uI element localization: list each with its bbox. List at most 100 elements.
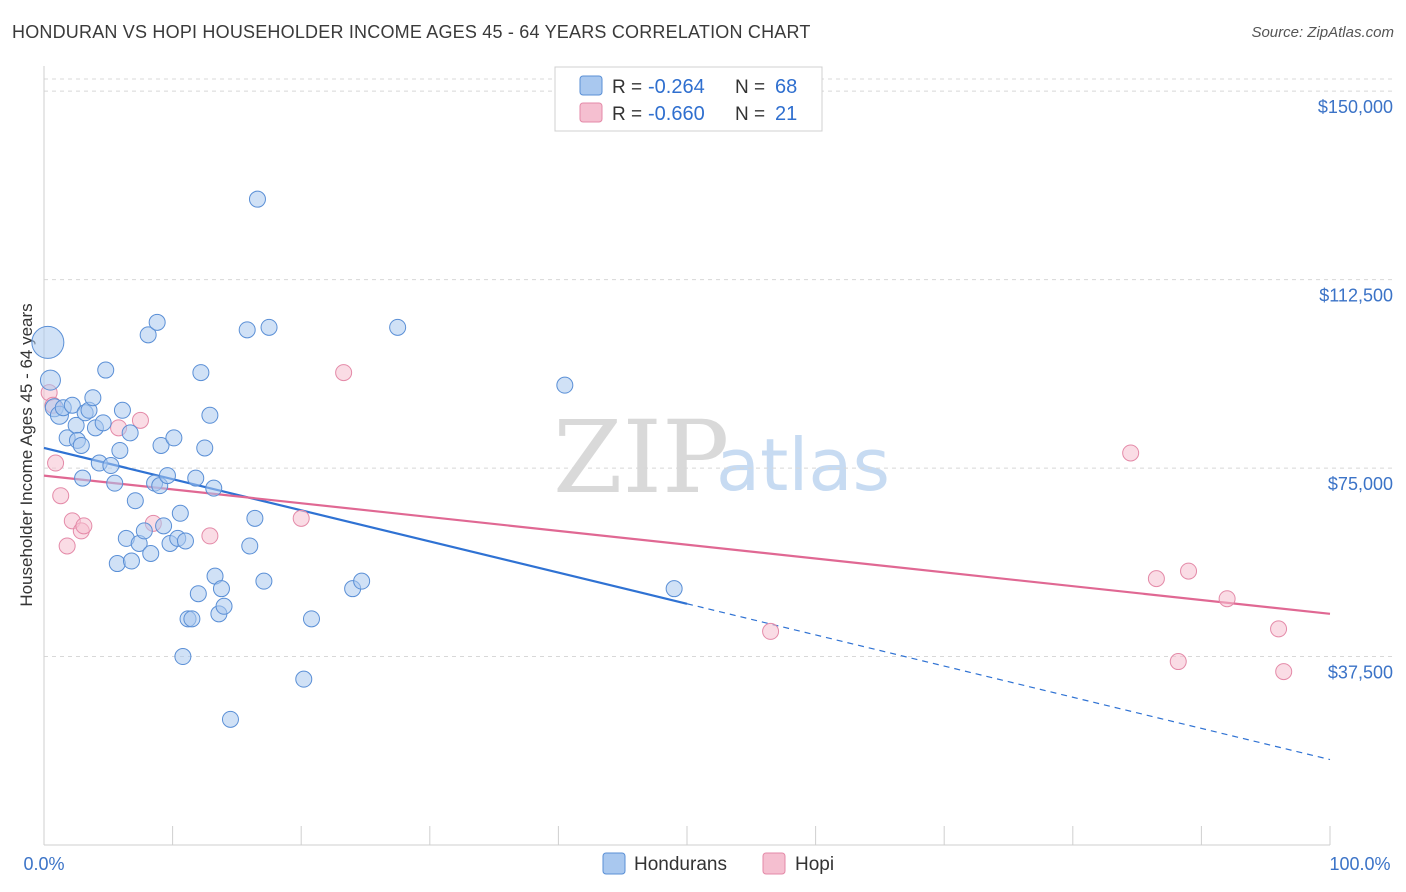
honduran-point: [196, 439, 214, 457]
honduran-point: [238, 321, 256, 339]
legend-n-label-hondurans: N =: [735, 77, 765, 98]
hopi-point: [52, 487, 70, 505]
honduran-points: [31, 190, 683, 728]
honduran-point: [665, 580, 683, 598]
bottom-legend-label-hopi: Hopi: [795, 854, 834, 875]
honduran-point: [135, 522, 153, 540]
honduran-trend-line: [43, 446, 688, 605]
honduran-point: [201, 406, 219, 424]
honduran-point: [102, 457, 120, 475]
hopi-point: [1147, 570, 1165, 588]
honduran-trend-extension: [686, 603, 1331, 761]
honduran-point: [212, 580, 230, 598]
honduran-point: [142, 545, 160, 563]
honduran-point: [205, 479, 223, 497]
honduran-point: [246, 509, 264, 527]
x-tick-label-min: 0.0%: [23, 854, 64, 874]
legend-r-label-hopi: R =: [612, 104, 642, 125]
honduran-point: [97, 361, 115, 379]
honduran-point: [63, 396, 81, 414]
honduran-point: [158, 467, 176, 485]
hopi-point: [335, 364, 353, 382]
bottom-legend-label-hondurans: Hondurans: [634, 854, 727, 875]
honduran-point: [255, 572, 273, 590]
hopi-point: [201, 527, 219, 545]
hopi-point: [1180, 562, 1198, 580]
series-legend: Hondurans Hopi: [602, 852, 834, 875]
bottom-legend-swatch-hopi: [762, 852, 786, 875]
honduran-point: [94, 414, 112, 432]
legend-n-value-hondurans: 68: [775, 76, 797, 98]
honduran-point: [165, 429, 183, 447]
honduran-point: [260, 318, 278, 336]
y-tick-labels: $37,500 $75,000 $112,500 $150,000: [1318, 97, 1393, 682]
honduran-point: [126, 492, 144, 510]
y-tick-label: $75,000: [1328, 474, 1393, 494]
x-ticks: [43, 826, 1331, 845]
honduran-point: [31, 325, 65, 359]
legend-n-label-hopi: N =: [735, 104, 765, 125]
hopi-point: [75, 517, 93, 535]
hopi-point: [58, 537, 76, 555]
trend-lines: [43, 446, 1331, 761]
honduran-point: [139, 326, 157, 344]
honduran-point: [187, 469, 205, 487]
y-tick-label: $112,500: [1319, 286, 1393, 306]
honduran-point: [148, 313, 166, 331]
legend-r-value-hondurans: -0.264: [648, 76, 705, 98]
honduran-point: [389, 318, 407, 336]
legend-r-value-hopi: -0.660: [648, 103, 705, 125]
honduran-point: [152, 436, 170, 454]
hopi-point: [131, 411, 149, 429]
y-axis-title: Householder Income Ages 45 - 64 years: [17, 303, 36, 606]
honduran-point: [122, 552, 140, 570]
honduran-point: [74, 469, 92, 487]
honduran-point: [192, 364, 210, 382]
honduran-point: [302, 610, 320, 628]
legend-n-value-hopi: 21: [775, 103, 797, 125]
hopi-point: [1218, 590, 1236, 608]
honduran-point: [39, 369, 61, 391]
hopi-point: [292, 509, 310, 527]
hopi-point: [1275, 663, 1293, 681]
watermark-zip: ZIP: [553, 399, 729, 516]
honduran-point: [215, 597, 233, 615]
honduran-point: [295, 670, 313, 688]
source-label: Source: ZipAtlas.com: [1251, 24, 1394, 41]
chart-title: HONDURAN VS HOPI HOUSEHOLDER INCOME AGES…: [12, 22, 811, 42]
x-tick-label-max: 100.0%: [1329, 854, 1390, 874]
honduran-point: [176, 532, 194, 550]
honduran-point: [248, 190, 266, 208]
honduran-point: [72, 436, 90, 454]
hopi-trend-line: [43, 474, 1331, 615]
legend-swatch-hondurans: [579, 75, 603, 96]
honduran-point: [189, 585, 207, 603]
honduran-point: [241, 537, 259, 555]
honduran-point: [108, 555, 126, 573]
honduran-point: [221, 710, 239, 728]
watermark-atlas: atlas: [716, 423, 890, 507]
hopi-point: [47, 454, 65, 472]
legend-r-label-hondurans: R =: [612, 77, 642, 98]
honduran-point: [171, 504, 189, 522]
stats-legend: R = -0.264 N = 68 R = -0.660 N = 21: [554, 66, 823, 132]
hopi-point: [1122, 444, 1140, 462]
hopi-point: [1169, 653, 1187, 671]
y-tick-label: $150,000: [1318, 97, 1393, 117]
honduran-point: [84, 389, 102, 407]
honduran-point: [106, 474, 124, 492]
bottom-legend-swatch-hondurans: [602, 852, 626, 875]
honduran-point: [121, 424, 139, 442]
honduran-point: [183, 610, 201, 628]
honduran-point: [174, 648, 192, 666]
legend-swatch-hopi: [579, 102, 603, 123]
honduran-point: [111, 441, 129, 459]
honduran-point: [155, 517, 173, 535]
hopi-point: [1270, 620, 1288, 638]
hopi-point: [762, 622, 780, 640]
honduran-point: [353, 572, 371, 590]
y-tick-label: $37,500: [1328, 663, 1393, 683]
honduran-point: [556, 376, 574, 394]
honduran-point: [113, 401, 131, 419]
